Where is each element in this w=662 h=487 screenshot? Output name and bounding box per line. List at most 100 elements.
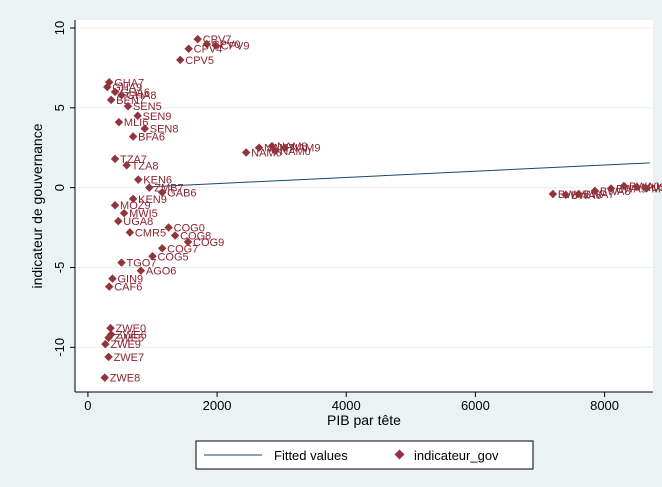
data-point	[134, 175, 143, 184]
y-tick-label: -5	[52, 262, 67, 274]
point-label: KEN6	[143, 175, 172, 187]
point-label: COG9	[193, 237, 224, 249]
data-point	[108, 274, 117, 283]
data-point	[254, 143, 264, 152]
data-point	[140, 124, 149, 133]
axes	[74, 20, 653, 393]
legend-points-swatch	[394, 449, 405, 460]
x-tick-label: 8000	[590, 398, 619, 413]
data-point	[136, 266, 146, 275]
ticks: -10 -5 0 5 10 0 2000 4000 6000 8000	[52, 21, 619, 413]
data-point	[128, 194, 138, 204]
data-point	[270, 146, 280, 156]
point-label: AGO6	[146, 266, 177, 278]
point-label: MLI6	[124, 117, 148, 129]
data-point	[125, 228, 135, 237]
point-label: NAM0	[280, 146, 311, 158]
point-label: ZWE0	[116, 323, 147, 335]
plot-area	[75, 20, 653, 392]
data-point	[148, 252, 157, 261]
data-point	[101, 339, 110, 349]
data-point	[241, 148, 251, 157]
x-tick-label: 4000	[332, 398, 361, 413]
data-point	[110, 87, 120, 97]
point-label: CAF6	[114, 282, 142, 294]
point-label: CPV5	[185, 55, 214, 67]
fit-line-layer	[149, 162, 650, 188]
data-point	[104, 282, 114, 291]
data-point	[104, 333, 113, 342]
data-point	[202, 39, 211, 49]
data-point	[110, 154, 120, 164]
point-label: SEN5	[133, 101, 162, 113]
point-label: ZWE9	[110, 339, 141, 351]
data-point	[106, 95, 116, 105]
point-label: ZWE8	[110, 373, 141, 385]
point-label: GAB6	[167, 187, 196, 199]
point-label: GHA7	[114, 77, 144, 89]
scatter-layer: CPV7CPV0CPV9CPV4CPV5GHA7GHA9GHA6GHA8BEN7…	[100, 34, 662, 385]
point-label: COG5	[157, 251, 188, 263]
point-label: SEN9	[143, 111, 172, 123]
x-tick-label: 0	[84, 398, 91, 413]
point-label: UGA8	[123, 216, 153, 228]
point-label: ZWE7	[114, 352, 145, 364]
data-point	[104, 352, 113, 362]
data-point	[184, 44, 193, 53]
data-point	[123, 101, 133, 111]
point-label: TGO7	[126, 258, 156, 270]
point-label: ZWE6	[116, 330, 147, 342]
data-point	[117, 90, 126, 100]
data-point	[183, 237, 193, 247]
data-point	[119, 208, 129, 218]
data-point	[100, 373, 109, 382]
fitted-line	[149, 162, 650, 188]
y-tick-label: 10	[52, 21, 67, 35]
data-point	[128, 132, 138, 141]
data-point	[193, 34, 202, 44]
point-label: CMR5	[135, 227, 166, 239]
data-point	[117, 258, 126, 267]
data-point	[114, 117, 124, 127]
data-point	[106, 323, 115, 333]
point-label: COG7	[167, 243, 198, 255]
point-label: COG0	[174, 223, 205, 235]
point-label: GIN9	[117, 274, 143, 286]
data-point	[157, 188, 167, 197]
y-axis-title: indicateur de gouvernance	[29, 123, 45, 288]
point-label: MOZ9	[120, 200, 151, 212]
point-label: KEN9	[138, 194, 167, 206]
data-point	[103, 82, 112, 92]
x-axis-title: PIB par tête	[327, 412, 401, 428]
point-label: GHA9	[112, 82, 142, 94]
point-label: CPV0	[212, 39, 241, 51]
y-tick-label: 5	[52, 104, 67, 111]
point-label: SEN8	[150, 124, 179, 136]
point-label: BWA7	[584, 189, 615, 201]
legend-points-label: indicateur_gov	[414, 448, 499, 463]
data-point	[176, 55, 185, 65]
point-label: ZWE5	[114, 333, 145, 345]
y-tick-label: -10	[52, 338, 67, 357]
y-tick-label: 0	[52, 184, 67, 191]
grid-lines	[75, 27, 653, 348]
point-label: CPV9	[221, 41, 250, 53]
data-point	[280, 143, 290, 152]
data-point	[133, 111, 142, 121]
point-label: BFA6	[138, 132, 165, 144]
x-tick-label: 6000	[461, 398, 490, 413]
legend-fit-label: Fitted values	[274, 448, 348, 463]
point-label: NAM9	[290, 143, 321, 155]
point-label: CPV4	[194, 44, 223, 56]
data-point	[110, 200, 120, 210]
data-point	[211, 41, 221, 50]
legend: Fitted values indicateur_gov	[195, 440, 534, 470]
point-label: BEN7	[116, 95, 145, 107]
point-label: TZA8	[132, 160, 159, 172]
data-point	[164, 223, 173, 232]
data-point	[114, 216, 123, 226]
x-tick-label: 2000	[203, 398, 232, 413]
data-point	[145, 183, 154, 192]
